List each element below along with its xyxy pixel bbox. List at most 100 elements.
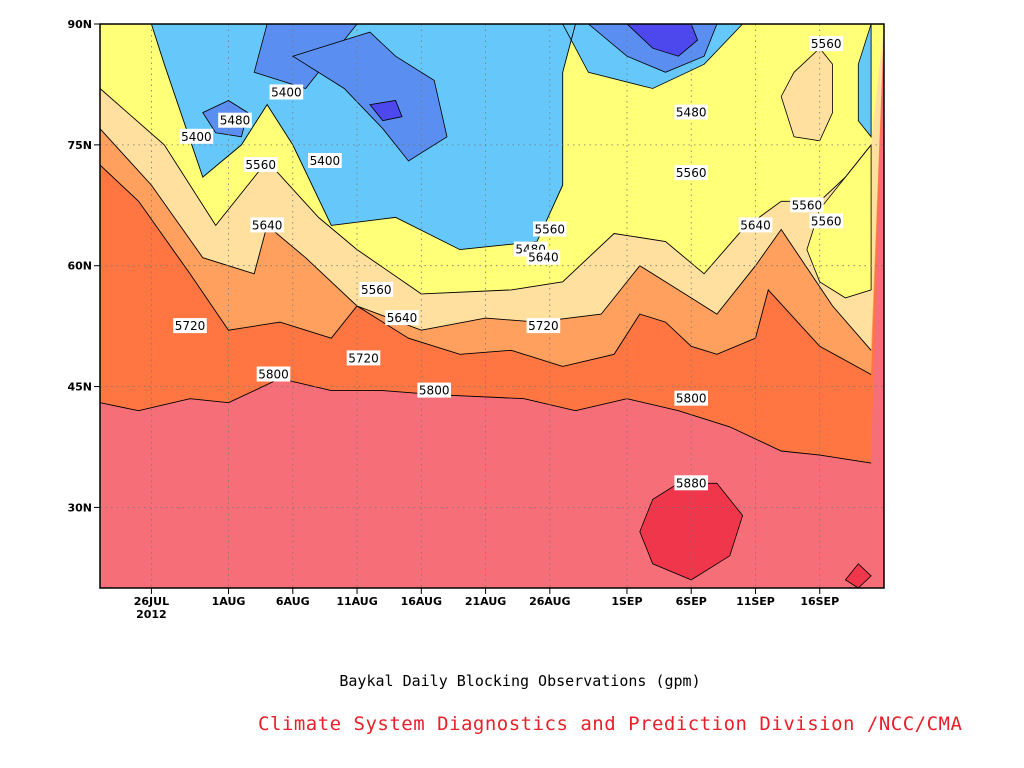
chart-title: Baykal Daily Blocking Observations (gpm) [339, 672, 701, 690]
x-tick-sublabel: 2012 [136, 608, 167, 621]
contour-label-text: 5720 [528, 319, 559, 333]
contour-label-5480: 5480 [218, 112, 252, 128]
plot-frame [99, 23, 885, 589]
contour-label-5560: 5560 [359, 281, 394, 297]
contour-label-5400: 5400 [179, 128, 214, 144]
contour-label-5720: 5720 [173, 318, 207, 334]
contour-label-5880: 5880 [674, 475, 708, 491]
contour-label-text: 5640 [387, 311, 418, 325]
contour-label-5560: 5560 [243, 157, 278, 172]
contour-label-5480: 5480 [674, 104, 708, 120]
contour-label-bg [790, 197, 824, 213]
contour-label-5720: 5720 [526, 318, 561, 334]
contour-label-text: 5560 [245, 158, 276, 172]
contour-label-5400: 5400 [269, 84, 304, 100]
contour-label-text: 5400 [271, 86, 302, 100]
contour-label-bg [674, 104, 708, 120]
y-tick-label-60N: 60N [67, 260, 92, 273]
contour-label-5560: 5560 [674, 165, 708, 181]
contour-label-bg [346, 350, 381, 366]
contour-label-bg [218, 112, 252, 128]
contour-line-5720 [100, 164, 872, 375]
contour-label-text: 5560 [361, 283, 392, 297]
contour-label-text: 5640 [740, 218, 771, 232]
contour-label-bg [738, 217, 773, 233]
y-tick-label-45N: 45N [67, 381, 92, 394]
contour-line-5480 [150, 24, 576, 251]
x-tick-label-26AUG: 26AUG [529, 595, 570, 608]
contour-label-bg [526, 318, 561, 334]
contour-label-5560: 5560 [809, 36, 843, 52]
x-tick-label-1AUG: 1AUG [212, 595, 246, 608]
lobe-5480-east-edge [857, 24, 872, 138]
contour-label-5800: 5800 [256, 366, 291, 382]
contour-line-5800 [100, 378, 872, 464]
contour-label-5800: 5800 [417, 382, 451, 398]
contour-label-5640: 5640 [526, 249, 561, 265]
lobe-5320-a [369, 100, 403, 122]
x-tick-label-16SEP: 16SEP [800, 595, 839, 608]
contour-label-bg [674, 390, 708, 406]
band-below-5480 [151, 24, 576, 250]
contour-label-bg [179, 128, 214, 144]
contour-label-bg [674, 165, 708, 181]
contour-label-bg [526, 249, 561, 265]
contour-label-5640: 5640 [738, 217, 773, 233]
x-tick-label-26JUL: 26JUL [134, 595, 169, 608]
contour-label-text: 5720 [175, 319, 206, 333]
contour-label-5640: 5640 [250, 217, 284, 233]
contour-label-5560: 5560 [533, 221, 567, 237]
y-tick-label-75N: 75N [67, 139, 92, 152]
contour-label-5720: 5720 [346, 350, 381, 366]
contour-fills [100, 24, 884, 588]
y-tick-label-30N: 30N [67, 501, 92, 514]
x-tick-label-16AUG: 16AUG [401, 595, 442, 608]
contour-label-bg [359, 281, 394, 297]
x-tick-label-6SEP: 6SEP [676, 595, 707, 608]
contour-label-bg [173, 318, 207, 334]
x-tick-label-6AUG: 6AUG [276, 595, 310, 608]
contour-label-text: 5640 [528, 251, 559, 265]
contour-label-5560: 5560 [809, 213, 843, 229]
contour-label-5560: 5560 [790, 197, 824, 213]
x-tick-label-21AUG: 21AUG [465, 595, 506, 608]
contour-label-bg [256, 366, 291, 382]
contour-label-bg [417, 382, 451, 398]
contour-label-text: 5400 [181, 130, 212, 144]
contour-label-text: 5560 [792, 198, 823, 212]
contour-label-bg [674, 475, 708, 491]
contour-label-text: 5800 [258, 368, 289, 382]
contour-label-text: 5880 [676, 476, 707, 490]
contour-label-5640: 5640 [385, 310, 419, 326]
contour-label-bg [533, 221, 567, 237]
contour-lines [100, 24, 872, 464]
contour-label-text: 5480 [676, 106, 707, 120]
y-tick-label-90N: 90N [67, 18, 92, 31]
credit-line: Climate System Diagnostics and Predictio… [258, 713, 963, 735]
contour-line-5640 [100, 128, 872, 351]
lobe-5880-corner [844, 563, 872, 588]
contour-label-text: 5560 [811, 214, 842, 228]
contour-label-text: 5400 [310, 154, 341, 168]
contour-labels: 5400540054005480548054805560556055605560… [173, 36, 843, 491]
contour-label-5400: 5400 [308, 153, 342, 168]
contour-label-text: 5720 [348, 351, 379, 365]
contour-label-text: 5480 [220, 114, 251, 128]
contour-label-bg [809, 213, 843, 229]
contour-label-text: 5640 [252, 218, 283, 232]
x-tick-label-1SEP: 1SEP [611, 595, 642, 608]
contour-label-bg [269, 84, 304, 100]
contour-label-bg [809, 36, 843, 52]
contour-label-text: 5560 [535, 223, 566, 237]
contour-label-text: 5800 [419, 384, 450, 398]
x-tick-label-11SEP: 11SEP [736, 595, 775, 608]
contour-label-bg [243, 157, 278, 172]
contour-label-text: 5560 [811, 37, 842, 51]
contour-label-text: 5560 [676, 166, 707, 180]
contour-label-bg [308, 153, 342, 168]
contour-label-5800: 5800 [674, 390, 708, 406]
contour-label-text: 5800 [676, 392, 707, 406]
lobe-5320-b [626, 24, 699, 57]
